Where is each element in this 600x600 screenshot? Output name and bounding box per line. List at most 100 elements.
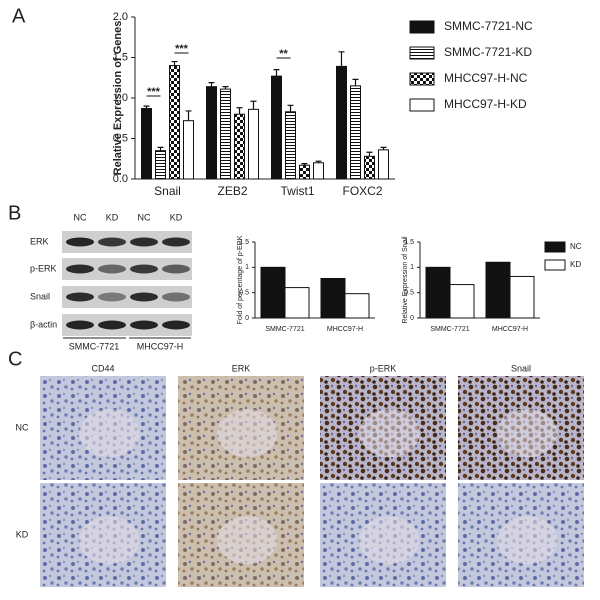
legend-swatch: [409, 20, 435, 34]
error-bar: [366, 151, 373, 157]
ihc-column-label: Snail: [511, 363, 531, 373]
ihc-column-label: ERK: [232, 363, 251, 373]
bar: [271, 75, 282, 180]
bar: [285, 111, 296, 180]
bar: [284, 287, 310, 319]
blot-row-label: p-ERK: [30, 263, 57, 273]
bar: [313, 162, 324, 180]
bar: [336, 65, 347, 180]
ihc-stroma: [217, 409, 278, 458]
bar: [378, 149, 389, 180]
ihc-row-label: KD: [16, 529, 29, 539]
x-tick-label: MHCC97-H: [492, 326, 528, 333]
bar: [364, 155, 375, 180]
ihc-stroma: [359, 516, 420, 565]
legend-label: NC: [570, 242, 582, 251]
panel-label: C: [8, 348, 22, 370]
blot-lane-label: KD: [170, 212, 183, 222]
significance-label: **: [279, 48, 288, 60]
y-axis-title: Relative Expression of Genes: [112, 21, 124, 176]
legend-swatch: [544, 241, 566, 253]
blot-lane-label: NC: [138, 212, 151, 222]
ihc-stroma: [497, 516, 558, 565]
x-tick-label: Twist1: [280, 184, 314, 198]
blot-band: [66, 292, 94, 302]
error-bar: [380, 146, 387, 150]
y-tick-label: 1: [410, 264, 414, 271]
blot-row-label: Snail: [30, 291, 50, 301]
blot-band: [130, 320, 158, 330]
bar: [220, 88, 231, 180]
blot-band: [98, 264, 126, 274]
bar: [234, 113, 245, 180]
y-axis-title: Fold of percentage of p-ERK: [237, 235, 244, 324]
error-bar: [236, 107, 243, 115]
y-tick-label: 1.5: [113, 51, 128, 63]
error-bar: [143, 105, 150, 109]
x-tick-label: SMMC-7721: [430, 326, 469, 333]
ihc-stroma: [217, 516, 278, 565]
blot-group-label: SMMC-7721: [69, 341, 120, 351]
blot-band: [162, 264, 190, 274]
blot-band: [162, 292, 190, 302]
error-bar: [273, 69, 280, 77]
blot-band: [66, 264, 94, 274]
ihc-column-label: CD44: [91, 363, 114, 373]
blot-band: [98, 292, 126, 302]
blot-band: [98, 237, 126, 247]
y-axis-title: Relative Expression of Snail: [402, 236, 409, 324]
blot-band: [130, 264, 158, 274]
blot-row-label: ERK: [30, 236, 49, 246]
blot-strip: [62, 286, 192, 308]
legend-label: SMMC-7721-KD: [444, 45, 532, 59]
y-tick-label: 1.5: [404, 239, 414, 246]
significance-label: ***: [147, 86, 161, 98]
x-tick-label: FOXC2: [342, 184, 382, 198]
blot-band: [66, 320, 94, 330]
bar: [169, 65, 180, 180]
blot-band: [162, 320, 190, 330]
y-tick-label: 0.5: [239, 290, 249, 297]
ihc-stroma: [79, 516, 140, 565]
legend-label: MHCC97-H-KD: [444, 97, 527, 111]
x-tick-label: SMMC-7721: [265, 326, 304, 333]
blot-strip: [62, 231, 192, 253]
error-bar: [185, 110, 192, 121]
x-tick-label: ZEB2: [217, 184, 247, 198]
ihc-stroma: [79, 409, 140, 458]
error-bar: [352, 78, 359, 86]
y-tick-label: 0: [410, 315, 414, 322]
bar: [206, 86, 217, 180]
legend-swatch: [409, 72, 435, 86]
y-tick-label: 0.5: [404, 290, 414, 297]
ihc-stroma: [359, 409, 420, 458]
bar: [449, 284, 475, 319]
ihc-stroma: [497, 409, 558, 458]
significance-label: ***: [175, 43, 189, 55]
blot-lane-label: NC: [74, 212, 87, 222]
blot-band: [130, 292, 158, 302]
y-tick-label: 0: [245, 315, 249, 322]
blot-strip: [62, 258, 192, 280]
ihc-row-label: NC: [16, 422, 29, 432]
error-bar: [287, 104, 294, 112]
bar: [248, 108, 259, 180]
bar: [344, 293, 370, 319]
error-bar: [222, 86, 229, 90]
legend-swatch: [409, 98, 435, 112]
error-bar: [171, 60, 178, 66]
error-bar: [338, 51, 345, 67]
y-tick-label: 1.0: [113, 92, 128, 104]
blot-band: [162, 237, 190, 247]
blot-lane-label: KD: [106, 212, 119, 222]
bar: [485, 261, 511, 319]
blot-band: [130, 237, 158, 247]
blot-row-label: β-actin: [30, 319, 57, 329]
legend-label: KD: [570, 260, 581, 269]
bar: [141, 108, 152, 180]
y-tick-label: 1: [245, 264, 249, 271]
error-bar: [208, 82, 215, 87]
bar: [350, 85, 361, 180]
ihc-column-label: p-ERK: [370, 363, 397, 373]
